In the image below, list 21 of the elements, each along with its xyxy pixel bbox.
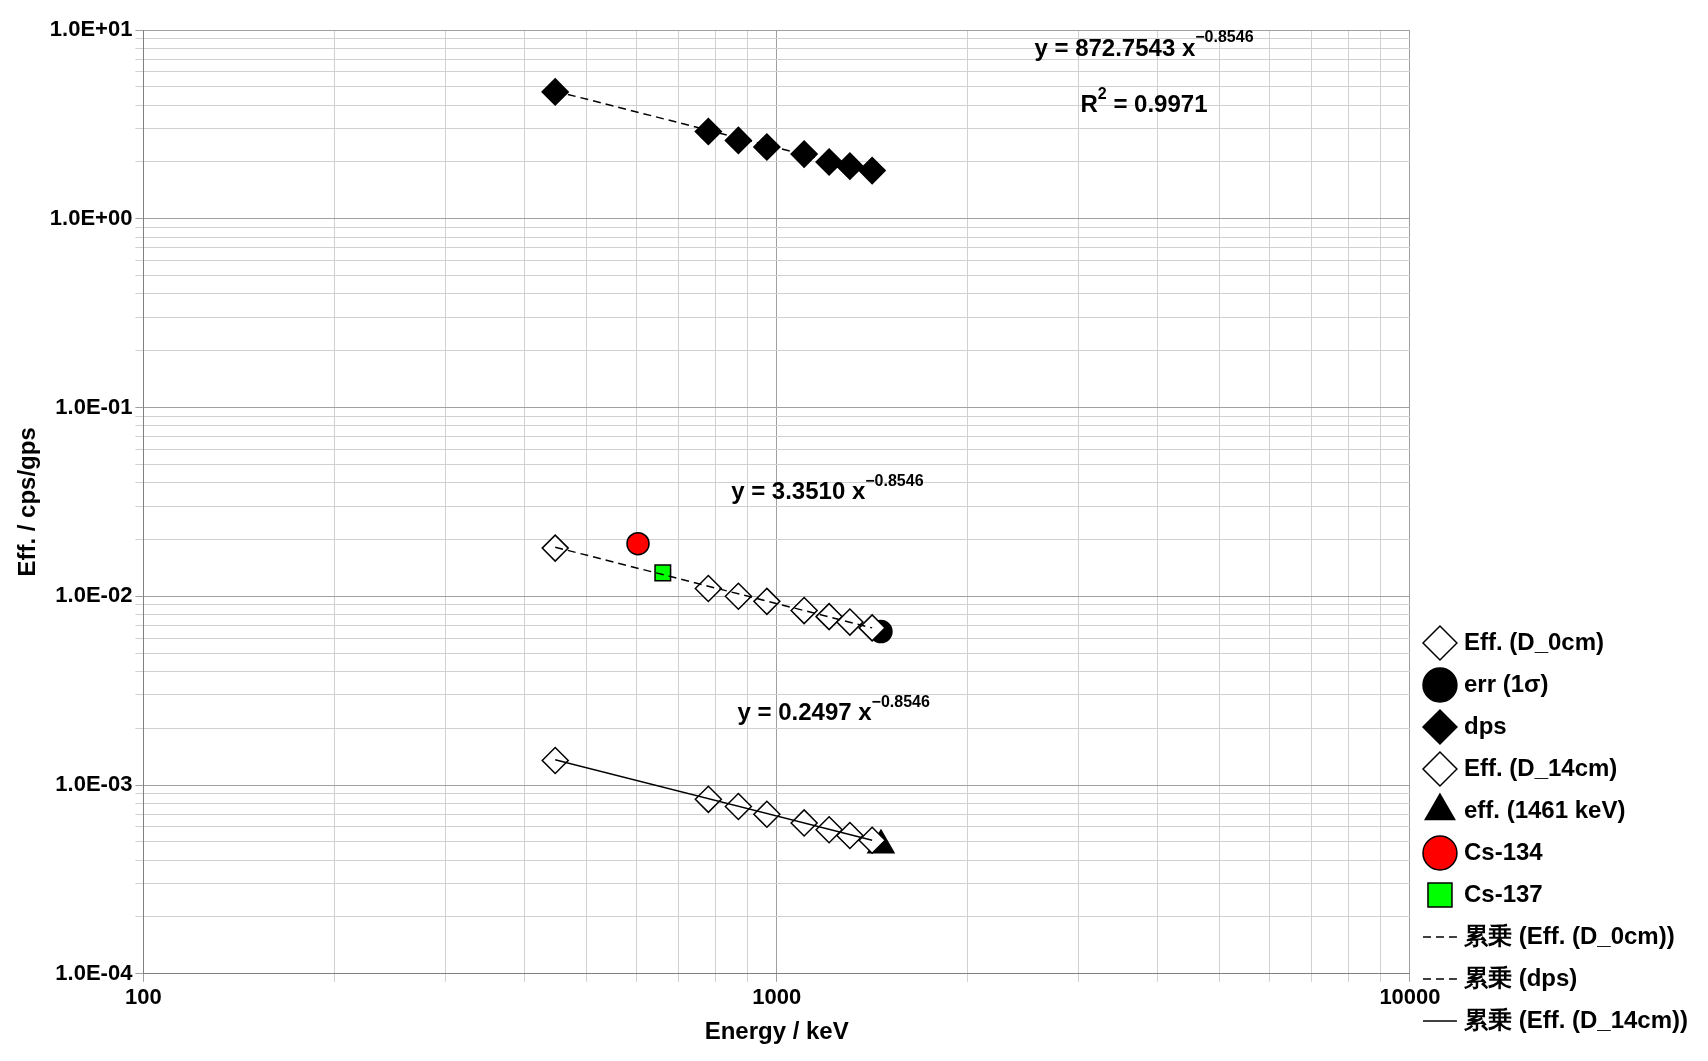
legend-label: 累乗 (dps) (1462, 963, 1578, 991)
legend-label: dps (1463, 711, 1507, 739)
legend-label: 累乗 (Eff. (D_14cm)) (1462, 1005, 1688, 1033)
legend-label: 累乗 (Eff. (D_0cm)) (1462, 921, 1675, 949)
y-tick-label: 1.0E+01 (49, 16, 133, 42)
legend-label: err (1σ) (1463, 669, 1549, 697)
legend-label: Eff. (D_0cm) (1463, 627, 1604, 655)
y-tick-label: 1.0E-03 (55, 771, 133, 797)
x-tick-label: 1000 (752, 984, 802, 1010)
y-tick-label: 1.0E-04 (55, 959, 134, 985)
y-axis-title: Eff. / cps/gps (13, 427, 41, 577)
legend-label: eff. (1461 keV) (1463, 795, 1626, 823)
y-tick-label: 1.0E-02 (55, 582, 133, 608)
x-tick-label: 100 (125, 984, 162, 1010)
y-tick-label: 1.0E-01 (55, 393, 133, 419)
x-tick-label: 10000 (1379, 984, 1441, 1010)
legend-label: Cs-134 (1463, 837, 1544, 865)
x-axis-title: Energy / keV (704, 1017, 849, 1045)
legend-label: Cs-137 (1463, 879, 1543, 907)
y-tick-label: 1.0E+00 (49, 204, 133, 230)
legend-label: Eff. (D_14cm) (1463, 753, 1618, 781)
